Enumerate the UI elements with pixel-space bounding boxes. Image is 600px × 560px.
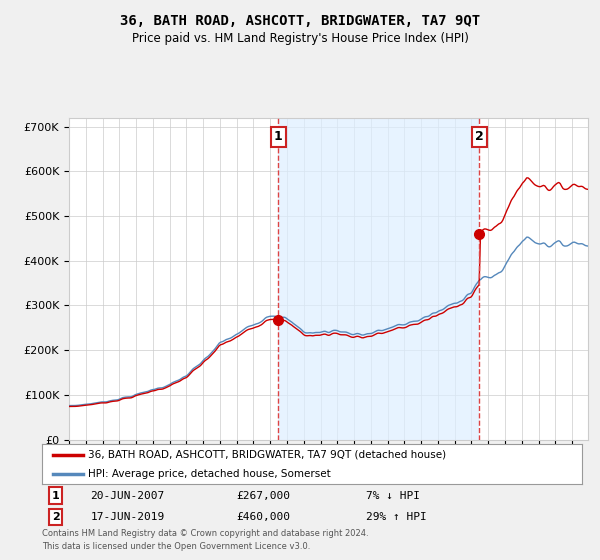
Text: HPI: Average price, detached house, Somerset: HPI: Average price, detached house, Some… <box>88 469 331 478</box>
Text: 29% ↑ HPI: 29% ↑ HPI <box>366 512 427 522</box>
Text: £460,000: £460,000 <box>236 512 290 522</box>
Text: Contains HM Land Registry data © Crown copyright and database right 2024.: Contains HM Land Registry data © Crown c… <box>42 529 368 538</box>
Text: 20-JUN-2007: 20-JUN-2007 <box>91 491 165 501</box>
Text: 36, BATH ROAD, ASHCOTT, BRIDGWATER, TA7 9QT (detached house): 36, BATH ROAD, ASHCOTT, BRIDGWATER, TA7 … <box>88 450 446 460</box>
Text: 1: 1 <box>52 491 59 501</box>
Text: This data is licensed under the Open Government Licence v3.0.: This data is licensed under the Open Gov… <box>42 542 310 550</box>
Text: 1: 1 <box>274 130 283 143</box>
Text: 36, BATH ROAD, ASHCOTT, BRIDGWATER, TA7 9QT: 36, BATH ROAD, ASHCOTT, BRIDGWATER, TA7 … <box>120 14 480 28</box>
Text: 7% ↓ HPI: 7% ↓ HPI <box>366 491 420 501</box>
Text: Price paid vs. HM Land Registry's House Price Index (HPI): Price paid vs. HM Land Registry's House … <box>131 32 469 45</box>
Bar <box>278 118 479 440</box>
Text: 2: 2 <box>475 130 484 143</box>
Text: 2: 2 <box>52 512 59 522</box>
Text: £267,000: £267,000 <box>236 491 290 501</box>
Text: 17-JUN-2019: 17-JUN-2019 <box>91 512 165 522</box>
